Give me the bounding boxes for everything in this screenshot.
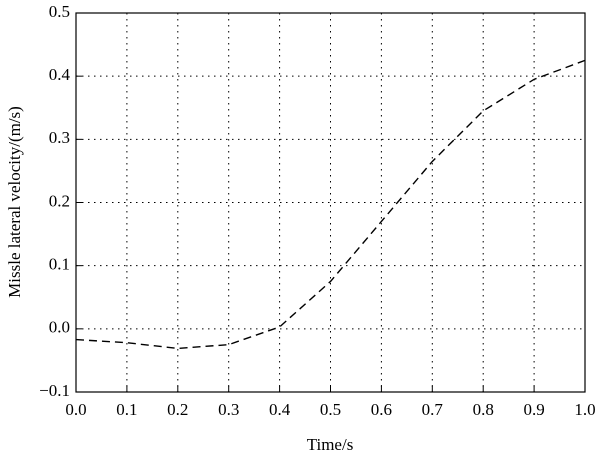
y-tick-label: 0.3: [49, 128, 70, 147]
x-tick-label: 0.7: [422, 400, 444, 419]
y-tick-label: 0.0: [49, 318, 70, 337]
x-tick-label: 0.0: [65, 400, 86, 419]
y-tick-label: −0.1: [39, 381, 70, 400]
x-tick-label: 0.8: [473, 400, 494, 419]
data-line: [75, 59, 586, 350]
x-tick-label: 0.6: [371, 400, 392, 419]
y-tick-label: 0.5: [49, 2, 70, 21]
y-axis-label: Missle lateral velocity/(m/s): [5, 106, 24, 298]
y-tick-label: 0.2: [49, 191, 70, 210]
x-tick-label: 0.4: [269, 400, 291, 419]
x-tick-label: 0.1: [116, 400, 137, 419]
x-axis-label: Time/s: [307, 435, 354, 454]
x-tick-label: 1.0: [574, 400, 595, 419]
y-tick-label: 0.4: [49, 65, 71, 84]
x-tick-label: 0.3: [218, 400, 239, 419]
y-tick-label: 0.1: [49, 255, 70, 274]
x-tick-label: 0.2: [167, 400, 188, 419]
x-tick-label: 0.9: [523, 400, 544, 419]
x-tick-label: 0.5: [320, 400, 341, 419]
